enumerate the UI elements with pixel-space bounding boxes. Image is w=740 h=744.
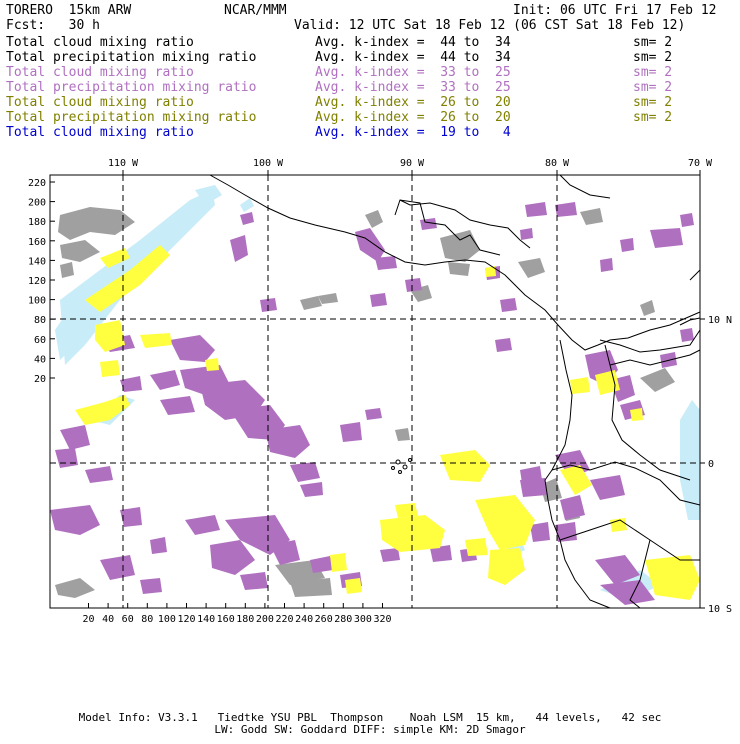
y-tick-label: 120 (28, 276, 46, 287)
center-label: NCAR/MMM (224, 3, 287, 18)
x-tick-label: 160 (217, 614, 235, 625)
legend-kindex: Avg. k-index = 26 to 20 (315, 110, 511, 125)
legend-variable: Total cloud mixing ratio (6, 95, 194, 110)
legend-kindex: Avg. k-index = 33 to 25 (315, 80, 511, 95)
legend-smoothing: sm= 2 (633, 95, 673, 110)
legend-smoothing: sm= 2 (633, 50, 673, 65)
legend-variable: Total precipitation mixing ratio (6, 80, 257, 95)
legend-row: Total cloud mixing ratio Avg. k-index = 1… (6, 125, 726, 140)
legend-variable: Total cloud mixing ratio (6, 65, 194, 80)
legend-row: Total precipitation mixing ratio Avg. k-i… (6, 50, 726, 65)
x-tick-label: 180 (236, 614, 254, 625)
latitude-label: 0 (708, 459, 714, 470)
legend-kindex: Avg. k-index = 33 to 25 (315, 65, 511, 80)
map-frame (49, 174, 701, 609)
legend-variable: Total cloud mixing ratio (6, 35, 194, 50)
y-tick-label: 60 (34, 335, 46, 346)
legend-smoothing: sm= 2 (633, 110, 673, 125)
x-tick-label: 320 (373, 614, 391, 625)
legend-row: Total precipitation mixing ratio Avg. k-i… (6, 80, 726, 95)
longitude-label: 90 W (400, 158, 425, 169)
y-tick-label: 180 (28, 217, 46, 228)
x-tick-label: 60 (122, 614, 134, 625)
legend-variable: Total precipitation mixing ratio (6, 110, 257, 125)
legend-variable: Total cloud mixing ratio (6, 125, 194, 140)
forecast-hour: Fcst: 30 h (6, 18, 100, 33)
longitude-label: 70 W (688, 158, 713, 169)
init-time: Init: 06 UTC Fri 17 Feb 12 (513, 3, 717, 18)
legend-variable: Total precipitation mixing ratio (6, 50, 257, 65)
x-tick-label: 80 (141, 614, 153, 625)
x-tick-label: 100 (158, 614, 176, 625)
y-tick-label: 140 (28, 256, 46, 267)
legend-smoothing: sm= 2 (633, 35, 673, 50)
x-tick-label: 240 (295, 614, 313, 625)
x-tick-label: 40 (102, 614, 114, 625)
x-tick-label: 200 (256, 614, 274, 625)
axis-ticks (50, 170, 705, 609)
graticule (50, 175, 700, 608)
y-tick-label: 80 (34, 315, 46, 326)
longitude-label: 100 W (253, 158, 284, 169)
legend-smoothing: sm= 2 (633, 80, 673, 95)
legend-row: Total cloud mixing ratio Avg. k-index = 4… (6, 35, 726, 50)
legend-kindex: Avg. k-index = 44 to 34 (315, 35, 511, 50)
y-tick-label: 20 (34, 374, 46, 385)
x-tick-label: 220 (275, 614, 293, 625)
legend-kindex: Avg. k-index = 26 to 20 (315, 95, 511, 110)
valid-time: Valid: 12 UTC Sat 18 Feb 12 (06 CST Sat … (294, 18, 686, 33)
y-tick-label: 100 (28, 296, 46, 307)
longitude-label: 110 W (108, 158, 139, 169)
y-tick-label: 200 (28, 198, 46, 209)
longitude-label: 80 W (545, 158, 570, 169)
legend-row: Total cloud mixing ratio Avg. k-index = 2… (6, 95, 726, 110)
model-info-line2: LW: Godd SW: Goddard DIFF: simple KM: 2D… (214, 723, 526, 736)
model-info-line1: Model Info: V3.3.1 Tiedtke YSU PBL Thomp… (78, 711, 662, 724)
legend-smoothing: sm= 2 (633, 65, 673, 80)
x-tick-label: 120 (177, 614, 195, 625)
legend-row: Total cloud mixing ratio Avg. k-index = 3… (6, 65, 726, 80)
x-tick-label: 280 (334, 614, 352, 625)
x-tick-label: 260 (315, 614, 333, 625)
x-tick-label: 300 (354, 614, 372, 625)
x-tick-label: 20 (82, 614, 94, 625)
y-tick-label: 40 (34, 354, 46, 365)
coastlines (209, 174, 701, 609)
yellow-fields (75, 245, 700, 600)
x-tick-label: 140 (197, 614, 215, 625)
y-tick-label: 220 (28, 178, 46, 189)
model-title: TORERO 15km ARW (6, 3, 132, 18)
legend-kindex: Avg. k-index = 44 to 34 (315, 50, 511, 65)
latitude-label: 10 N (708, 315, 732, 326)
legend-row: Total precipitation mixing ratio Avg. k-i… (6, 110, 726, 125)
y-tick-label: 160 (28, 237, 46, 248)
latitude-label: 10 S (708, 604, 732, 615)
legend-kindex: Avg. k-index = 19 to 4 (315, 125, 511, 140)
